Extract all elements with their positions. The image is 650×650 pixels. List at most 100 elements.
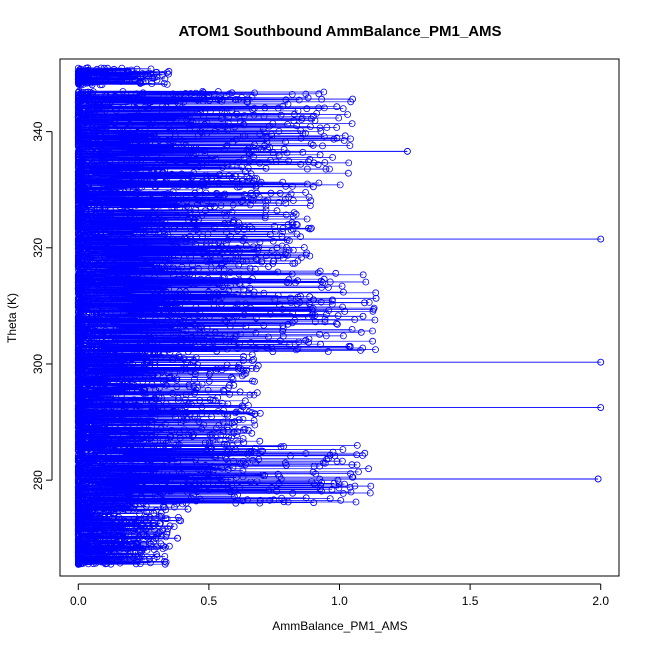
- data-point: [221, 220, 228, 228]
- data-point: [160, 351, 168, 358]
- data-point: [163, 334, 170, 342]
- data-point: [139, 377, 147, 385]
- data-point: [285, 193, 293, 201]
- data-point: [188, 173, 196, 181]
- data-point: [148, 407, 155, 415]
- data-point: [123, 269, 131, 277]
- data-point: [132, 149, 140, 157]
- data-point: [137, 335, 145, 343]
- data-point: [182, 365, 189, 373]
- data-point: [191, 320, 199, 328]
- data-point: [96, 512, 104, 519]
- data-point: [110, 299, 118, 307]
- data-point: [129, 234, 137, 242]
- data-point: [180, 141, 187, 149]
- data-point: [183, 157, 191, 165]
- data-point: [253, 256, 261, 264]
- data-point: [95, 177, 102, 185]
- data-point: [199, 250, 206, 258]
- data-point: [111, 463, 119, 471]
- data-point: [129, 250, 137, 258]
- data-point: [248, 275, 256, 282]
- data-point: [235, 280, 243, 288]
- data-point: [136, 267, 144, 275]
- data-point: [216, 95, 224, 102]
- data-point: [208, 430, 216, 438]
- data-point: [111, 118, 118, 125]
- data-point: [116, 345, 124, 353]
- data-point: [145, 435, 153, 443]
- data-point: [276, 189, 284, 197]
- data-point: [233, 290, 241, 298]
- data-point: [101, 357, 108, 365]
- data-point: [126, 121, 134, 128]
- data-point: [188, 261, 196, 269]
- data-point: [269, 120, 277, 127]
- data-point: [161, 166, 169, 174]
- data-point: [150, 407, 158, 415]
- data-point: [131, 222, 139, 230]
- data-point: [137, 79, 145, 87]
- data-point: [179, 248, 187, 256]
- data-point: [224, 466, 232, 474]
- data-point: [145, 473, 153, 481]
- data-point: [206, 203, 214, 211]
- data-point: [119, 88, 127, 95]
- data-point: [346, 342, 354, 350]
- data-point: [352, 498, 360, 506]
- data-point: [129, 437, 136, 445]
- data-point: [130, 527, 137, 535]
- data-point: [192, 117, 200, 125]
- data-point: [157, 512, 165, 520]
- data-point: [241, 425, 249, 433]
- data-point: [169, 90, 177, 98]
- data-point: [132, 201, 140, 209]
- data-point: [234, 159, 242, 166]
- data-point: [344, 169, 352, 177]
- data-point: [148, 466, 155, 474]
- data-point: [195, 466, 203, 474]
- data-point: [163, 225, 171, 233]
- data-point: [118, 391, 125, 399]
- data-point: [204, 386, 212, 394]
- data-point: [158, 328, 165, 335]
- data-point: [353, 441, 361, 449]
- data-point: [130, 212, 138, 220]
- data-point: [172, 441, 180, 449]
- data-point: [324, 348, 332, 356]
- data-point: [269, 237, 277, 245]
- data-point: [202, 240, 210, 248]
- data-point: [110, 260, 118, 268]
- data-point: [240, 226, 248, 234]
- data-point: [289, 197, 297, 204]
- data-point: [205, 91, 213, 99]
- data-point: [286, 341, 294, 349]
- data-point: [126, 113, 134, 121]
- data-point: [201, 207, 209, 215]
- data-point: [121, 554, 128, 561]
- data-point: [337, 496, 345, 504]
- data-point: [93, 171, 101, 179]
- data-point: [142, 526, 150, 534]
- data-point: [108, 241, 116, 249]
- data-point: [248, 364, 256, 372]
- data-point: [107, 91, 114, 99]
- data-point: [114, 286, 122, 294]
- data-point: [367, 482, 375, 490]
- data-point: [252, 329, 260, 337]
- data-point: [158, 368, 166, 376]
- data-point: [178, 170, 186, 178]
- data-point: [143, 118, 151, 126]
- data-point: [196, 495, 204, 503]
- data-point: [150, 169, 158, 177]
- data-point: [226, 269, 234, 277]
- data-point: [107, 307, 115, 315]
- data-point: [118, 427, 125, 435]
- data-point: [280, 498, 288, 506]
- data-point: [371, 316, 379, 324]
- data-point: [151, 348, 159, 355]
- data-point: [102, 91, 110, 98]
- data-point: [257, 178, 265, 186]
- data-point: [256, 499, 264, 507]
- data-point: [131, 173, 139, 180]
